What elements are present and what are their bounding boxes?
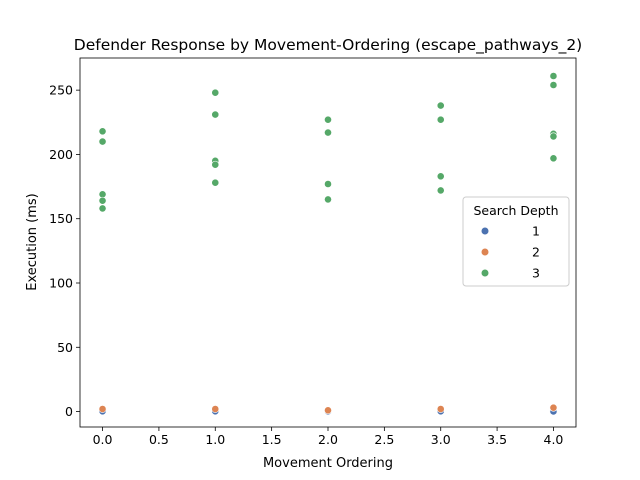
legend-marker [480, 247, 490, 257]
data-point-depth-3 [436, 172, 445, 181]
data-point-depth-3 [98, 190, 107, 199]
legend-label: 3 [532, 266, 540, 281]
data-point-depth-3 [211, 88, 220, 97]
x-tick-label: 2.0 [318, 432, 338, 447]
legend-box [462, 196, 570, 287]
legend-label: 1 [532, 224, 540, 239]
y-tick-label: 250 [49, 83, 73, 98]
x-tick-label: 1.5 [262, 432, 282, 447]
data-point-depth-2 [324, 406, 332, 415]
x-axis: 0.0 0.5 1.0 1.5 2.0 2.5 3.0 3.5 4.0 [93, 427, 564, 447]
x-tick-label: 0.0 [93, 432, 113, 447]
data-point-depth-2 [211, 405, 220, 413]
data-point-depth-3 [324, 128, 332, 137]
data-point-depth-3 [98, 127, 107, 136]
x-tick-label: 3.0 [431, 432, 451, 447]
data-point-depth-3 [98, 137, 107, 146]
data-point-depth-3 [549, 81, 558, 89]
x-axis-title: Movement Ordering [263, 456, 393, 471]
data-point-depth-3 [324, 195, 332, 204]
legend-label: 2 [532, 245, 540, 260]
data-point-depth-3 [436, 101, 445, 110]
y-axis: 0 50 100 150 200 250 [49, 83, 80, 419]
y-tick-label: 200 [49, 147, 73, 162]
legend: Search Depth 1 2 3 [462, 196, 570, 287]
legend-title: Search Depth [474, 203, 559, 218]
x-tick-label: 1.0 [205, 432, 225, 447]
chart-title: Defender Response by Movement-Ordering (… [74, 36, 582, 55]
x-tick-label: 4.0 [544, 432, 564, 447]
data-point-depth-2 [98, 405, 107, 413]
data-point-depth-3 [549, 154, 558, 163]
y-tick-label: 150 [49, 211, 73, 226]
data-point-depth-2 [549, 403, 558, 412]
data-point-depth-3 [98, 204, 107, 213]
data-point-depth-3 [436, 186, 445, 195]
y-tick-label: 100 [49, 276, 73, 291]
plot-area [98, 72, 558, 416]
legend-marker [480, 226, 490, 236]
data-point-depth-2 [436, 405, 445, 413]
x-tick-label: 3.5 [487, 432, 507, 447]
y-tick-label: 50 [57, 340, 73, 355]
x-tick-label: 2.5 [374, 432, 394, 447]
data-point-depth-3 [211, 110, 220, 119]
data-point-depth-3 [436, 115, 445, 124]
data-point-depth-3 [324, 180, 332, 188]
y-tick-label: 0 [65, 404, 73, 419]
x-tick-label: 0.5 [149, 432, 169, 447]
legend-marker [480, 268, 490, 278]
data-point-depth-3 [324, 115, 332, 124]
y-axis-title: Execution (ms) [25, 193, 40, 291]
data-point-depth-3 [549, 72, 558, 80]
data-point-depth-3 [211, 160, 220, 169]
data-point-depth-3 [211, 178, 220, 187]
data-point-depth-3 [98, 196, 107, 205]
data-point-depth-3 [549, 132, 558, 141]
